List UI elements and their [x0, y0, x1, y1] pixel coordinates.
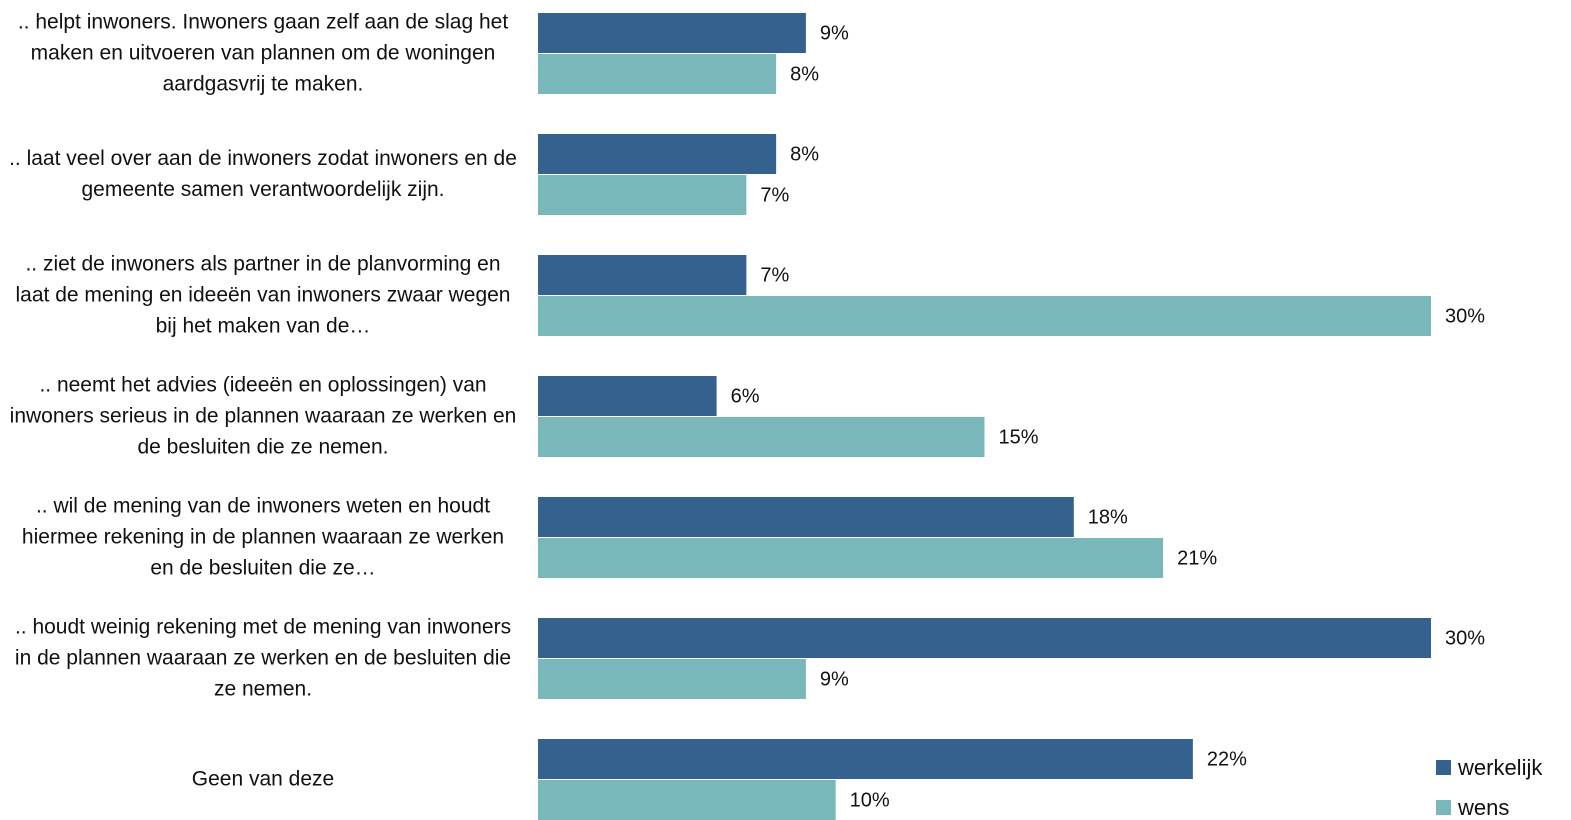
bar: [538, 739, 1193, 779]
legend-label: werkelijk: [1457, 755, 1543, 780]
bar: [538, 255, 747, 295]
legend-swatch: [1436, 760, 1451, 775]
category-label: .. ziet de inwoners als partner in de pl…: [15, 252, 511, 338]
bar: [538, 538, 1164, 578]
bar: [538, 417, 985, 457]
value-label: 30%: [1445, 627, 1485, 649]
bar: [538, 296, 1431, 336]
category-label: .. neemt het advies (ideeën en oplossing…: [9, 373, 517, 459]
bar: [538, 134, 777, 174]
category-label: Geen van deze: [191, 767, 335, 791]
bar: [538, 376, 717, 416]
value-label: 30%: [1445, 305, 1485, 327]
value-label: 7%: [760, 264, 789, 286]
bar: [538, 497, 1074, 537]
value-label: 18%: [1088, 506, 1128, 528]
value-label: 6%: [731, 385, 760, 407]
value-label: 8%: [790, 63, 819, 85]
bar: [538, 54, 777, 94]
bar: [538, 13, 806, 53]
value-label: 8%: [790, 143, 819, 165]
value-label: 15%: [999, 426, 1039, 448]
value-label: 21%: [1177, 547, 1217, 569]
bar: [538, 175, 747, 215]
category-label: .. laat veel over aan de inwoners zodat …: [9, 147, 517, 201]
value-label: 9%: [820, 22, 849, 44]
bar: [538, 780, 836, 820]
bar: [538, 659, 806, 699]
value-label: 7%: [760, 184, 789, 206]
legend-swatch: [1436, 800, 1451, 815]
value-label: 22%: [1207, 748, 1247, 770]
category-label: .. houdt weinig rekening met de mening v…: [14, 615, 512, 701]
bar: [538, 618, 1431, 658]
category-label: .. wil de mening van de inwoners weten e…: [21, 494, 505, 580]
value-label: 10%: [850, 789, 890, 811]
value-label: 9%: [820, 668, 849, 690]
category-label: .. helpt inwoners. Inwoners gaan zelf aa…: [17, 10, 509, 96]
legend-label: wens: [1457, 795, 1509, 820]
